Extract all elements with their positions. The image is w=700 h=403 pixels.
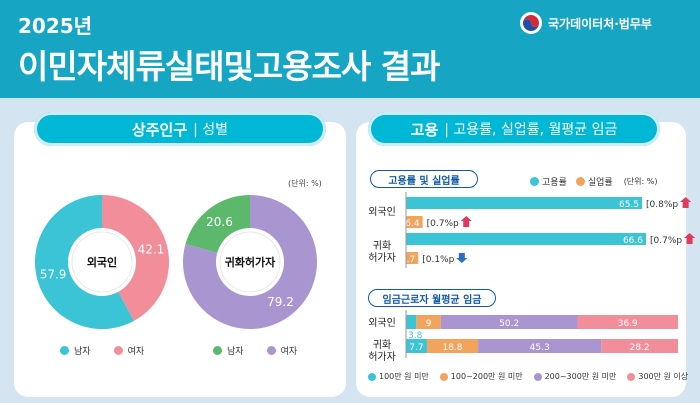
- employment-bar-change: [0.7%p: [427, 219, 459, 229]
- donut-naturalized: 79.2 20.6 귀화허가자: [183, 195, 318, 329]
- org-badge: 국가데이터처·법무부: [520, 12, 652, 34]
- wage-legend-label: 200~300만 원 미만: [544, 372, 617, 381]
- employment-bar: [406, 252, 419, 264]
- wage-bar-value: 18.8: [442, 343, 462, 353]
- population-title: 상주인구: [131, 120, 188, 139]
- employment-unit: (단위: %): [623, 177, 658, 186]
- employment-legend: 고용률 실업률 (단위: %): [530, 175, 658, 188]
- report-year: 2025년: [18, 14, 93, 38]
- employment-bar-value: 4.7: [401, 255, 415, 265]
- legend-female-label: 여자: [127, 347, 145, 357]
- employment-row-naturalized: 귀화 허가자: [362, 241, 402, 265]
- legend-female-swatch: [266, 346, 276, 355]
- legend-female-label: 여자: [280, 347, 298, 357]
- wage-bar-value: 36.9: [618, 319, 638, 329]
- employment-row-naturalized-line2: 허가자: [368, 253, 396, 264]
- wage-legend: 100만 원 미만 100~200만 원 미만 200~300만 원 미만 300만 …: [368, 371, 688, 382]
- wage-legend-swatch: [439, 372, 448, 381]
- donut-center-label: 귀화허가자: [225, 255, 276, 269]
- employment-bar: [406, 216, 423, 228]
- employment-title-pill: 고용 | 고용률, 실업률, 월평균 임금: [368, 112, 660, 146]
- donut-center: [69, 229, 135, 295]
- legend-male-label: 남자: [227, 347, 244, 357]
- wage-bar-segment: [440, 315, 578, 329]
- wage-row-naturalized-line1: 귀화: [372, 340, 392, 351]
- wage-bar-value: 50.2: [499, 319, 519, 329]
- donut-slice-여자: [183, 195, 318, 329]
- employment-bar-change: [0.8%p: [646, 200, 678, 210]
- donut-center-ring: [71, 231, 133, 293]
- donut-value-label: 42.1: [138, 243, 165, 257]
- donut-center: [217, 229, 283, 295]
- wage-bar-segment: [426, 339, 479, 353]
- population-title-pill: 상주인구 | 성별: [34, 112, 326, 146]
- legend-male-swatch: [60, 346, 69, 355]
- wage-bar-segment: [577, 315, 678, 329]
- employment-rate-label: 고용률: [542, 178, 567, 188]
- population-unit: (단위: %): [288, 179, 322, 188]
- unemployment-rate-label: 실업률: [587, 178, 613, 188]
- header-banner: 2025년 이민자체류실태및고용조사 결과 국가데이터처·법무부: [0, 0, 700, 98]
- arrow-up-icon: [680, 197, 692, 208]
- taegeuk-logo-icon: [520, 12, 542, 34]
- employment-subtitle: | 고용률, 실업률, 월평균 임금: [444, 122, 618, 138]
- wage-row-naturalized: 귀화 허가자: [362, 340, 402, 364]
- wage-bar-segment: [406, 339, 427, 353]
- arrow-down-icon: [456, 253, 468, 263]
- org-name: 국가데이터처·법무부: [548, 16, 652, 31]
- wage-bar-segment: [601, 339, 678, 353]
- wage-legend-swatch: [368, 372, 376, 381]
- wage-bar-value: 9: [426, 319, 432, 329]
- donut-value-label: 57.9: [40, 267, 67, 281]
- wage-legend-swatch: [627, 372, 636, 381]
- wage-bar-segment: [406, 315, 417, 329]
- employment-rate-swatch: [530, 177, 539, 186]
- donut-slice-여자: [102, 195, 169, 321]
- arrow-up-icon: [460, 216, 472, 227]
- employment-title: 고용: [410, 120, 439, 139]
- legend-male-label: 남자: [74, 347, 91, 357]
- donut-slice-남자: [185, 195, 250, 253]
- legend-female-swatch: [113, 346, 123, 355]
- donut-foreign: 42.1 57.9 외국인: [34, 195, 169, 329]
- employment-row-foreign: 외국인: [368, 207, 396, 218]
- employment-bar-value: 66.6: [623, 236, 643, 246]
- wage-row-naturalized-line2: 허가자: [368, 352, 396, 363]
- arrow-up-icon: [684, 233, 696, 244]
- donut-center-ring: [219, 231, 281, 293]
- wage-row-foreign: 외국인: [368, 318, 396, 329]
- population-subtitle: | 성별: [193, 122, 229, 138]
- employment-row-naturalized-line1: 귀화: [372, 241, 392, 252]
- donut-value-label: 20.6: [206, 215, 233, 229]
- report-title: 이민자체류실태및고용조사 결과: [18, 47, 441, 86]
- donut-charts: 42.1 57.9 외국인 79.2 20.6 귀화허가자: [34, 195, 318, 329]
- wage-bar-value: 3.8: [408, 331, 423, 341]
- wage-bar-segment: [416, 315, 441, 329]
- wage-bar-value: 7.7: [409, 343, 423, 353]
- wage-bar-value: 45.3: [530, 343, 550, 353]
- wage-legend-label: 100만 원 미만: [379, 372, 429, 381]
- unemployment-rate-swatch: [575, 177, 585, 186]
- employment-bar-change: [0.1%p: [422, 255, 454, 265]
- donut-value-label: 79.2: [267, 295, 294, 309]
- wage-legend-swatch: [533, 372, 542, 381]
- employment-section-title: 고용률 및 실업률: [370, 170, 478, 188]
- employment-bar: [406, 197, 643, 209]
- employment-bar-change: [0.7%p: [650, 236, 682, 246]
- wage-legend-label: 300만 원 이상: [638, 372, 689, 381]
- legend-left-foreign: 남자 여자: [60, 344, 144, 357]
- donut-slice-남자: [34, 195, 134, 329]
- employment-bar: [406, 233, 646, 245]
- wage-section-title: 임금근로자 월평균 임금: [368, 289, 496, 307]
- employment-bar-value: 65.5: [619, 200, 639, 210]
- wage-legend-label: 100~200만 원 미만: [450, 372, 523, 381]
- wage-bar-segment: [478, 339, 602, 353]
- legend-male-swatch: [213, 346, 222, 355]
- donut-center-label: 외국인: [87, 255, 117, 269]
- legend-left-naturalized: 남자 여자: [213, 344, 297, 357]
- wage-bar-value: 28.2: [630, 343, 650, 353]
- employment-bar-value: 6.4: [405, 219, 420, 229]
